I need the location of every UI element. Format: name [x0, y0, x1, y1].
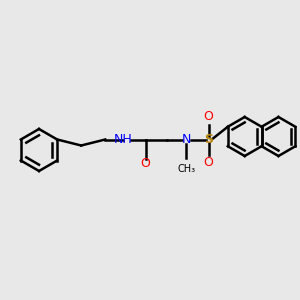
Text: O: O [141, 157, 151, 170]
Text: S: S [204, 133, 213, 146]
Text: N: N [182, 133, 191, 146]
Text: O: O [204, 155, 214, 169]
Text: CH₃: CH₃ [177, 164, 195, 173]
Text: NH: NH [114, 133, 133, 146]
Text: O: O [204, 110, 214, 124]
